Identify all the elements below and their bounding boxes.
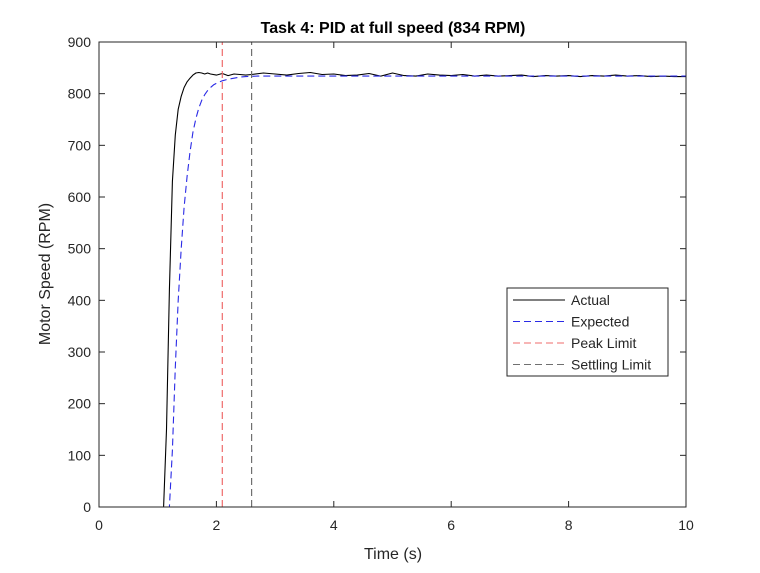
plot-area-frame [98, 41, 687, 508]
x-axis-label: Time (s) [364, 546, 422, 563]
x-tick-label: 0 [95, 517, 103, 533]
y-tick-label: 800 [68, 86, 92, 102]
y-tick-label: 300 [68, 344, 92, 360]
x-tick-label: 6 [447, 517, 455, 533]
x-tick-label: 8 [565, 517, 573, 533]
legend-label-expected: Expected [571, 314, 629, 330]
y-tick-label: 600 [68, 189, 92, 205]
y-tick-label: 200 [68, 396, 92, 412]
y-tick-label: 0 [83, 499, 91, 515]
y-tick-label: 400 [68, 292, 92, 308]
chart-title: Task 4: PID at full speed (834 RPM) [261, 20, 526, 37]
legend: Actual Expected Peak Limit Settling Limit [506, 287, 669, 377]
y-tick-label: 100 [68, 447, 92, 463]
legend-label-peak-limit: Peak Limit [571, 335, 636, 351]
x-tick-label: 4 [330, 517, 338, 533]
legend-label-actual: Actual [571, 292, 610, 308]
y-axis-label: Motor Speed (RPM) [37, 203, 54, 345]
plot-series-group [99, 42, 686, 508]
legend-label-settling-limit: Settling Limit [571, 357, 651, 373]
x-tick-label: 2 [213, 517, 221, 533]
y-tick-label: 500 [68, 241, 92, 257]
x-tick-label: 10 [678, 517, 694, 533]
y-tick-label: 900 [68, 34, 92, 50]
y-tick-label: 700 [68, 137, 92, 153]
legend-box [506, 287, 669, 377]
series-line-expected [99, 75, 686, 508]
